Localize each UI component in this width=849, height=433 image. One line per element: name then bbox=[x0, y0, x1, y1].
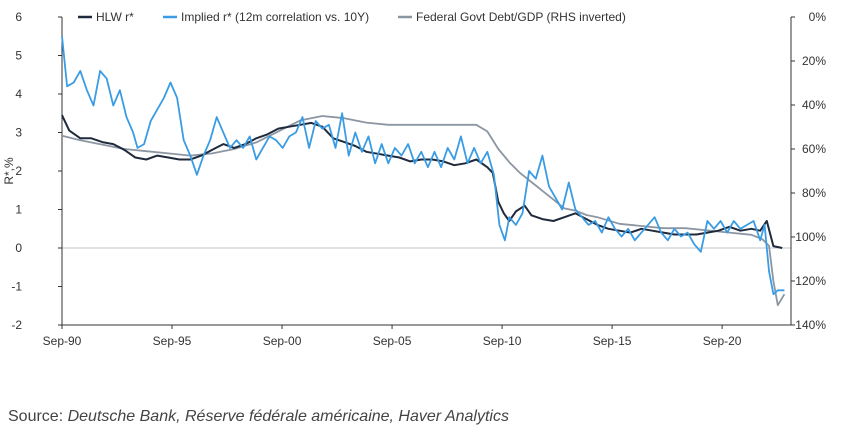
source-text: Deutsche Bank, Réserve fédérale américai… bbox=[67, 408, 509, 425]
legend-label: HLW r* bbox=[96, 10, 134, 24]
y-tick-label: 6 bbox=[15, 10, 22, 24]
source-note: Source: Deutsche Bank, Réserve fédérale … bbox=[8, 408, 509, 426]
x-tick-label: Sep-15 bbox=[593, 334, 632, 348]
x-tick-label: Sep-95 bbox=[153, 334, 192, 348]
y2-tick-label: 0% bbox=[809, 10, 827, 24]
source-prefix: Source: bbox=[8, 408, 68, 425]
x-tick-label: Sep-05 bbox=[373, 334, 412, 348]
axes: 6 5 4 3 2 1 0 -1 -2 0% 20% 40% 60% 80% 100% 120% 140% Sep… bbox=[11, 10, 826, 348]
chart: HLW r* Implied r* (12m correlation vs. 10… bbox=[2, 10, 826, 348]
x-tick-label: Sep-20 bbox=[703, 334, 742, 348]
y2-tick-label: 120% bbox=[795, 274, 826, 288]
y-tick-label: 0 bbox=[15, 241, 22, 255]
y-tick-label: 4 bbox=[15, 87, 22, 101]
y-tick-label: -2 bbox=[11, 318, 22, 332]
series-line-3 bbox=[61, 115, 786, 307]
y-tick-label: 1 bbox=[15, 203, 22, 217]
series-layer bbox=[61, 36, 786, 307]
y-tick-label: 3 bbox=[15, 126, 22, 140]
legend-label: Implied r* (12m correlation vs. 10Y) bbox=[181, 10, 369, 24]
y-axis-title: R*,% bbox=[2, 157, 16, 185]
y-tick-label: 2 bbox=[15, 164, 22, 178]
y2-tick-label: 140% bbox=[795, 318, 826, 332]
x-tick-label: Sep-90 bbox=[43, 334, 82, 348]
y-tick-label: 5 bbox=[15, 49, 22, 63]
y2-tick-label: 20% bbox=[802, 54, 826, 68]
y2-tick-label: 80% bbox=[802, 186, 826, 200]
y-tick-label: -1 bbox=[11, 280, 22, 294]
y2-tick-label: 100% bbox=[795, 230, 826, 244]
x-tick-label: Sep-00 bbox=[263, 334, 302, 348]
y2-tick-label: 40% bbox=[802, 98, 826, 112]
x-tick-label: Sep-10 bbox=[483, 334, 522, 348]
series-line-2 bbox=[61, 36, 785, 296]
legend-label: Federal Govt Debt/GDP (RHS inverted) bbox=[416, 10, 626, 24]
y2-tick-label: 60% bbox=[802, 142, 826, 156]
legend: HLW r* Implied r* (12m correlation vs. 10… bbox=[78, 10, 626, 24]
